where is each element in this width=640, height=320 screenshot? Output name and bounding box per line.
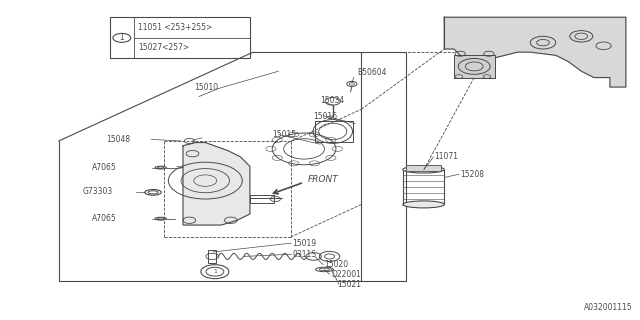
Text: FRONT: FRONT	[307, 175, 338, 184]
Text: 15015: 15015	[272, 130, 296, 139]
Bar	[406, 165, 441, 171]
Text: 1: 1	[120, 33, 124, 42]
Text: B50604: B50604	[357, 68, 387, 77]
Text: 0311S: 0311S	[292, 250, 317, 259]
Text: 11051 <253+255>: 11051 <253+255>	[138, 23, 212, 32]
Bar	[209, 250, 216, 263]
Text: 1: 1	[213, 269, 217, 274]
Text: 15034: 15034	[320, 96, 344, 105]
Bar	[109, 17, 250, 59]
Text: 11071: 11071	[435, 152, 459, 161]
Text: D22001: D22001	[331, 270, 361, 279]
Text: 15020: 15020	[324, 260, 349, 269]
Polygon shape	[444, 17, 626, 87]
Text: 15010: 15010	[194, 83, 218, 92]
Text: A7065: A7065	[92, 163, 116, 172]
Bar	[315, 121, 353, 142]
Ellipse shape	[403, 201, 444, 208]
Text: G73303: G73303	[83, 187, 113, 196]
Text: A032001115: A032001115	[584, 303, 632, 312]
Text: 15021: 15021	[337, 280, 361, 289]
Text: 15016: 15016	[314, 112, 338, 121]
Text: 15027<257>: 15027<257>	[138, 43, 189, 52]
Text: 15048: 15048	[106, 135, 131, 144]
Text: 15208: 15208	[460, 170, 484, 179]
Text: A7065: A7065	[92, 214, 116, 223]
Polygon shape	[183, 142, 250, 225]
Bar	[454, 55, 495, 77]
Text: 15019: 15019	[292, 239, 317, 248]
Bar	[250, 195, 274, 204]
